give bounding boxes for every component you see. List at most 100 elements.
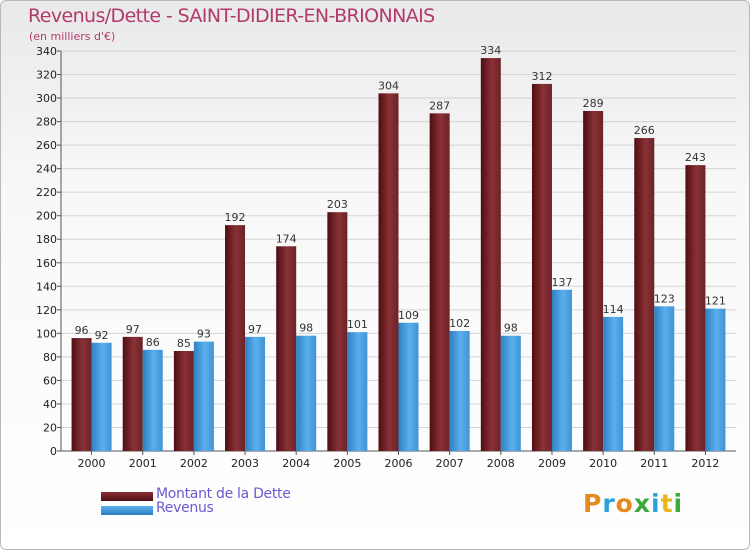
bar-dette [531, 83, 552, 452]
y-tick-label: 240 [36, 163, 57, 176]
bar-dette [634, 138, 655, 451]
bar-revenus [705, 308, 726, 451]
x-tick-label: 2006 [385, 457, 413, 470]
value-label-revenus: 114 [603, 303, 624, 316]
bar-dette [225, 225, 246, 451]
value-label-revenus: 98 [299, 322, 313, 335]
value-label-dette: 266 [634, 124, 655, 137]
y-tick-label: 300 [36, 92, 57, 105]
value-label-revenus: 97 [248, 323, 262, 336]
bar-dette [583, 111, 604, 451]
value-label-revenus: 102 [449, 317, 470, 330]
value-label-revenus: 109 [398, 309, 419, 322]
y-tick-label: 160 [36, 257, 57, 270]
value-label-revenus: 86 [146, 336, 160, 349]
y-tick-label: 120 [36, 304, 57, 317]
logo-letter: r [602, 489, 616, 518]
bar-revenus [193, 341, 214, 451]
value-label-dette: 243 [685, 151, 706, 164]
chart-title: Revenus/Dette - SAINT-DIDIER-EN-BRIONNAI… [28, 5, 435, 27]
y-tick-label: 260 [36, 139, 57, 152]
bar-revenus [296, 335, 317, 451]
value-label-revenus: 137 [551, 276, 572, 289]
value-label-dette: 96 [75, 324, 89, 337]
x-tick-label: 2004 [282, 457, 310, 470]
y-tick-label: 320 [36, 69, 57, 82]
bar-dette [71, 338, 92, 451]
value-label-revenus: 98 [504, 322, 518, 335]
bars [71, 58, 726, 452]
y-tick-label: 200 [36, 210, 57, 223]
bar-dette [122, 336, 143, 451]
bar-revenus [91, 342, 112, 451]
bar-dette [685, 165, 706, 451]
x-tick-label: 2011 [640, 457, 668, 470]
y-tick-label: 0 [50, 445, 57, 458]
bar-revenus [603, 316, 624, 451]
bar-dette [378, 93, 399, 452]
value-label-dette: 304 [378, 79, 399, 92]
value-label-dette: 192 [225, 211, 246, 224]
y-tick-label: 100 [36, 327, 57, 340]
value-label-revenus: 92 [95, 329, 109, 342]
legend-label-debt: Montant de la Dette [156, 486, 291, 502]
bar-revenus [500, 335, 521, 451]
bar-dette [276, 246, 297, 451]
x-tick-label: 2009 [538, 457, 566, 470]
bar-revenus [347, 332, 368, 451]
bar-dette [429, 113, 450, 452]
x-tick-label: 2000 [78, 457, 106, 470]
x-tick-label: 2003 [231, 457, 259, 470]
value-label-dette: 85 [177, 337, 191, 350]
logo-letter: i [651, 489, 661, 518]
logo-letter: t [660, 489, 674, 518]
bar-revenus [142, 349, 163, 451]
bar-revenus [398, 322, 419, 451]
y-tick-label: 180 [36, 233, 57, 246]
bar-dette [480, 58, 501, 451]
value-label-dette: 174 [276, 232, 297, 245]
bar-revenus [245, 336, 266, 451]
bar-revenus [551, 289, 572, 451]
x-tick-label: 2010 [589, 457, 617, 470]
legend-swatch-revenus [101, 506, 153, 515]
bar-revenus [449, 331, 470, 451]
axes: 0 20 40 60 80 100 120 140 160 180 200 220 240 260 280 3… [36, 45, 736, 470]
y-tick-label: 60 [43, 374, 57, 387]
legend-swatch-debt [101, 492, 153, 501]
logo-letter: P [583, 489, 603, 518]
legend-label-revenus: Revenus [156, 500, 214, 516]
x-tick-label: 2002 [180, 457, 208, 470]
value-labels: 96 92 97 86 85 93 192 97 174 98 203 101 304 109 287 102… [75, 44, 726, 350]
value-label-revenus: 123 [654, 292, 675, 305]
value-label-dette: 97 [126, 323, 140, 336]
x-tick-label: 2005 [333, 457, 361, 470]
chart-subtitle: (en milliers d'€) [29, 30, 116, 43]
value-label-revenus: 93 [197, 328, 211, 341]
x-tick-label: 2007 [436, 457, 464, 470]
y-tick-label: 140 [36, 280, 57, 293]
value-label-dette: 203 [327, 198, 348, 211]
x-tick-label: 2001 [129, 457, 157, 470]
logo-letter: x [633, 489, 651, 518]
y-tick-label: 280 [36, 116, 57, 129]
y-tick-label: 40 [43, 398, 57, 411]
value-label-dette: 289 [583, 97, 604, 110]
value-label-dette: 334 [480, 44, 501, 57]
value-label-revenus: 121 [705, 295, 726, 308]
bar-dette [327, 212, 348, 451]
value-label-dette: 312 [531, 70, 552, 83]
logo-letter: i [673, 489, 684, 518]
bar-revenus [654, 306, 675, 451]
value-label-dette: 287 [429, 99, 450, 112]
bar-dette [173, 351, 194, 451]
y-tick-label: 80 [43, 351, 57, 364]
x-tick-label: 2008 [487, 457, 515, 470]
logo-letter: o [615, 489, 634, 518]
proxiti-logo: Proxiti [583, 489, 683, 518]
y-tick-label: 20 [43, 421, 57, 434]
x-tick-label: 2012 [691, 457, 719, 470]
y-tick-label: 220 [36, 186, 57, 199]
